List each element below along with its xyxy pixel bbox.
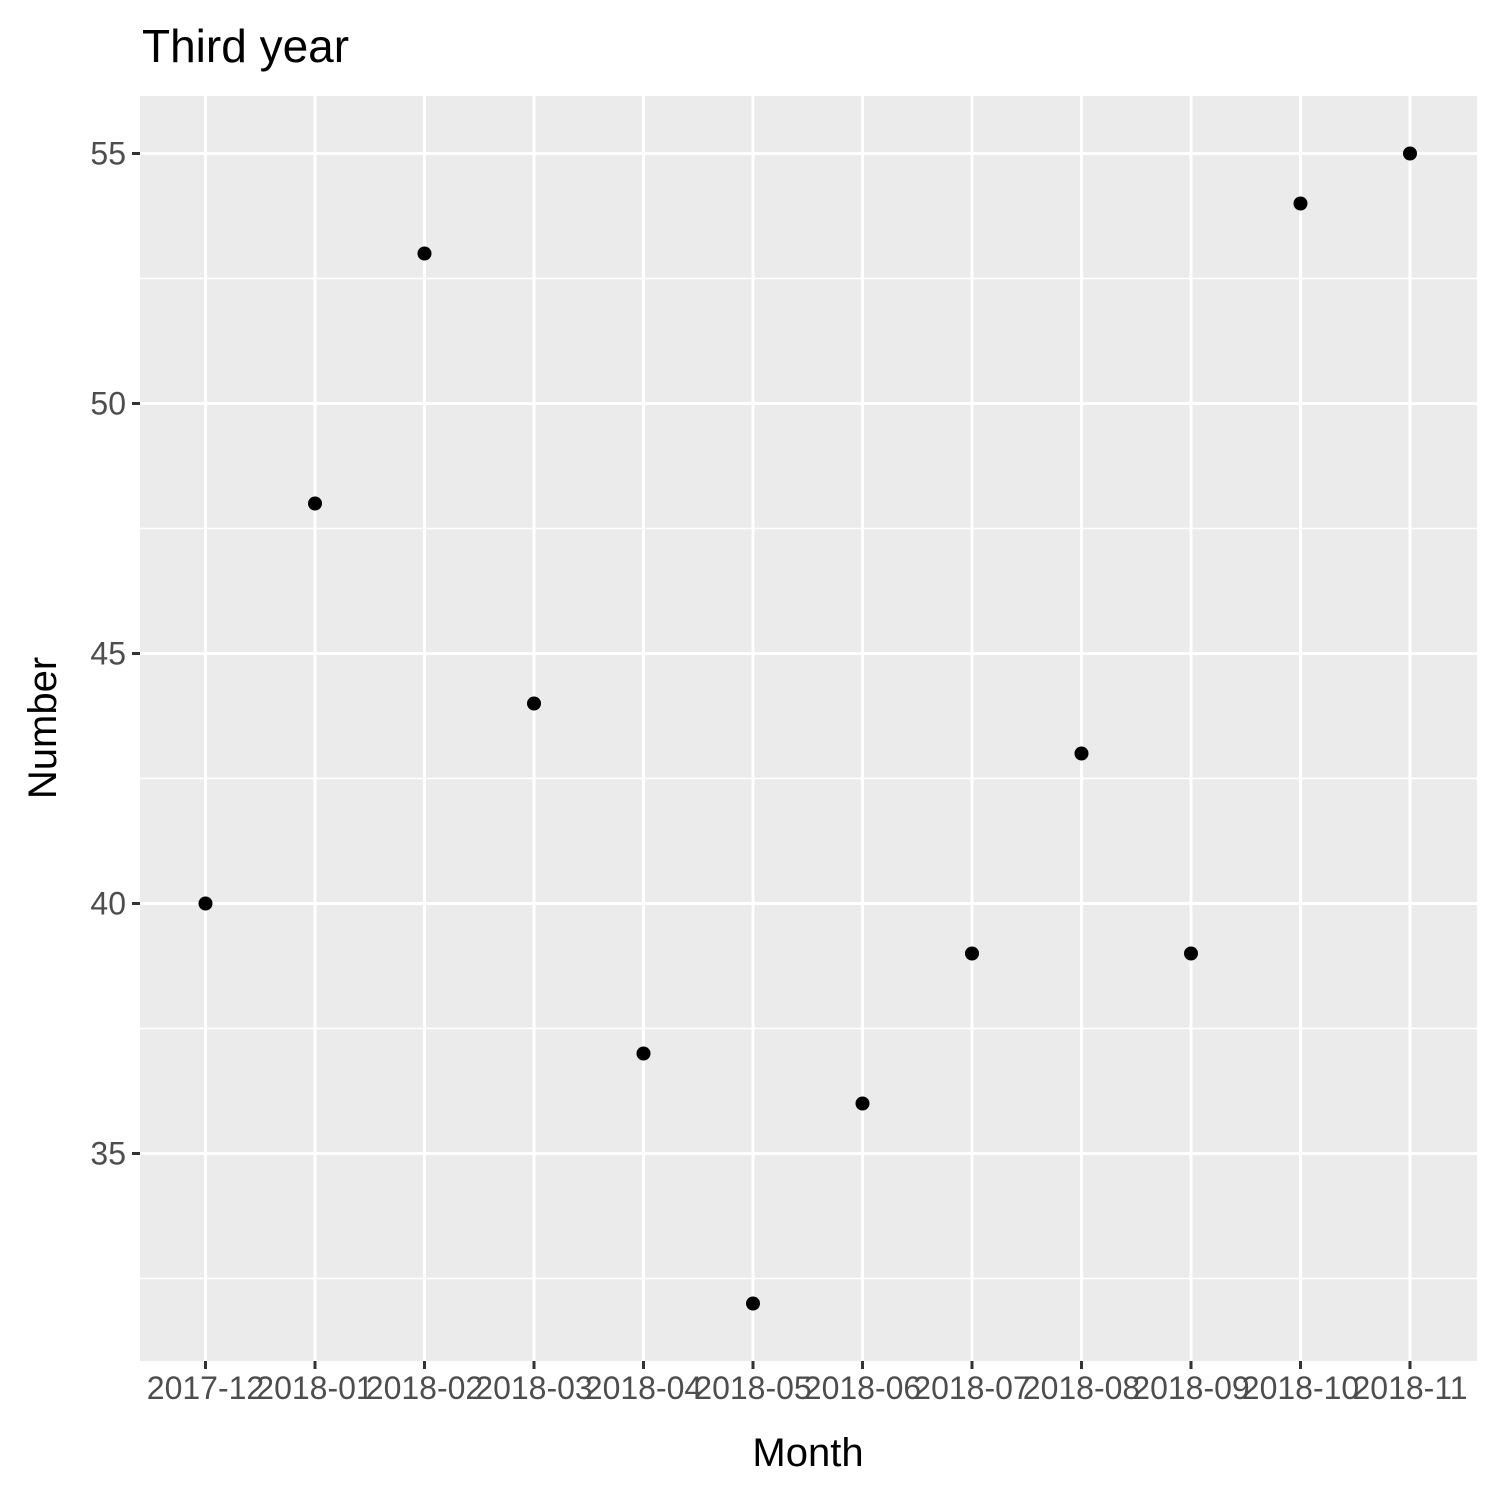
grid-lines <box>140 96 1477 1361</box>
data-point <box>855 1096 870 1111</box>
y-tick-label: 50 <box>90 386 126 422</box>
y-tick-label: 35 <box>90 1136 126 1172</box>
x-tick-label: 2018-01 <box>256 1370 373 1406</box>
data-point <box>965 946 979 961</box>
x-tick-label: 2018-07 <box>913 1370 1030 1406</box>
x-axis-title: Month <box>752 1431 863 1475</box>
x-tick-label: 2018-10 <box>1242 1370 1359 1406</box>
data-point <box>1293 196 1308 211</box>
plot-panel <box>140 96 1477 1361</box>
x-tick-label: 2018-04 <box>585 1370 702 1406</box>
x-tick-label: 2018-09 <box>1132 1370 1249 1406</box>
y-tick-label: 45 <box>90 636 126 672</box>
x-tick-label: 2018-02 <box>366 1370 483 1406</box>
x-tick-label: 2018-06 <box>804 1370 921 1406</box>
data-point <box>417 246 432 261</box>
data-point <box>308 496 322 511</box>
axes: 35404550552017-122018-012018-022018-0320… <box>90 136 1467 1407</box>
data-point <box>1184 946 1198 961</box>
x-tick-label: 2018-03 <box>475 1370 592 1406</box>
chart-title: Third year <box>142 20 349 72</box>
x-tick-label: 2018-11 <box>1352 1370 1467 1406</box>
x-tick-label: 2018-05 <box>694 1370 811 1406</box>
data-points <box>198 146 1417 1311</box>
y-tick-label: 55 <box>90 136 126 172</box>
y-tick-label: 40 <box>90 886 126 922</box>
data-point <box>1403 146 1417 161</box>
data-point <box>527 696 541 711</box>
y-axis-title: Number <box>21 657 65 799</box>
x-tick-label: 2018-08 <box>1023 1370 1140 1406</box>
data-point <box>198 896 213 911</box>
data-point <box>1074 746 1089 761</box>
data-point <box>636 1046 651 1061</box>
x-tick-label: 2017-12 <box>147 1370 264 1406</box>
data-point <box>746 1296 760 1311</box>
